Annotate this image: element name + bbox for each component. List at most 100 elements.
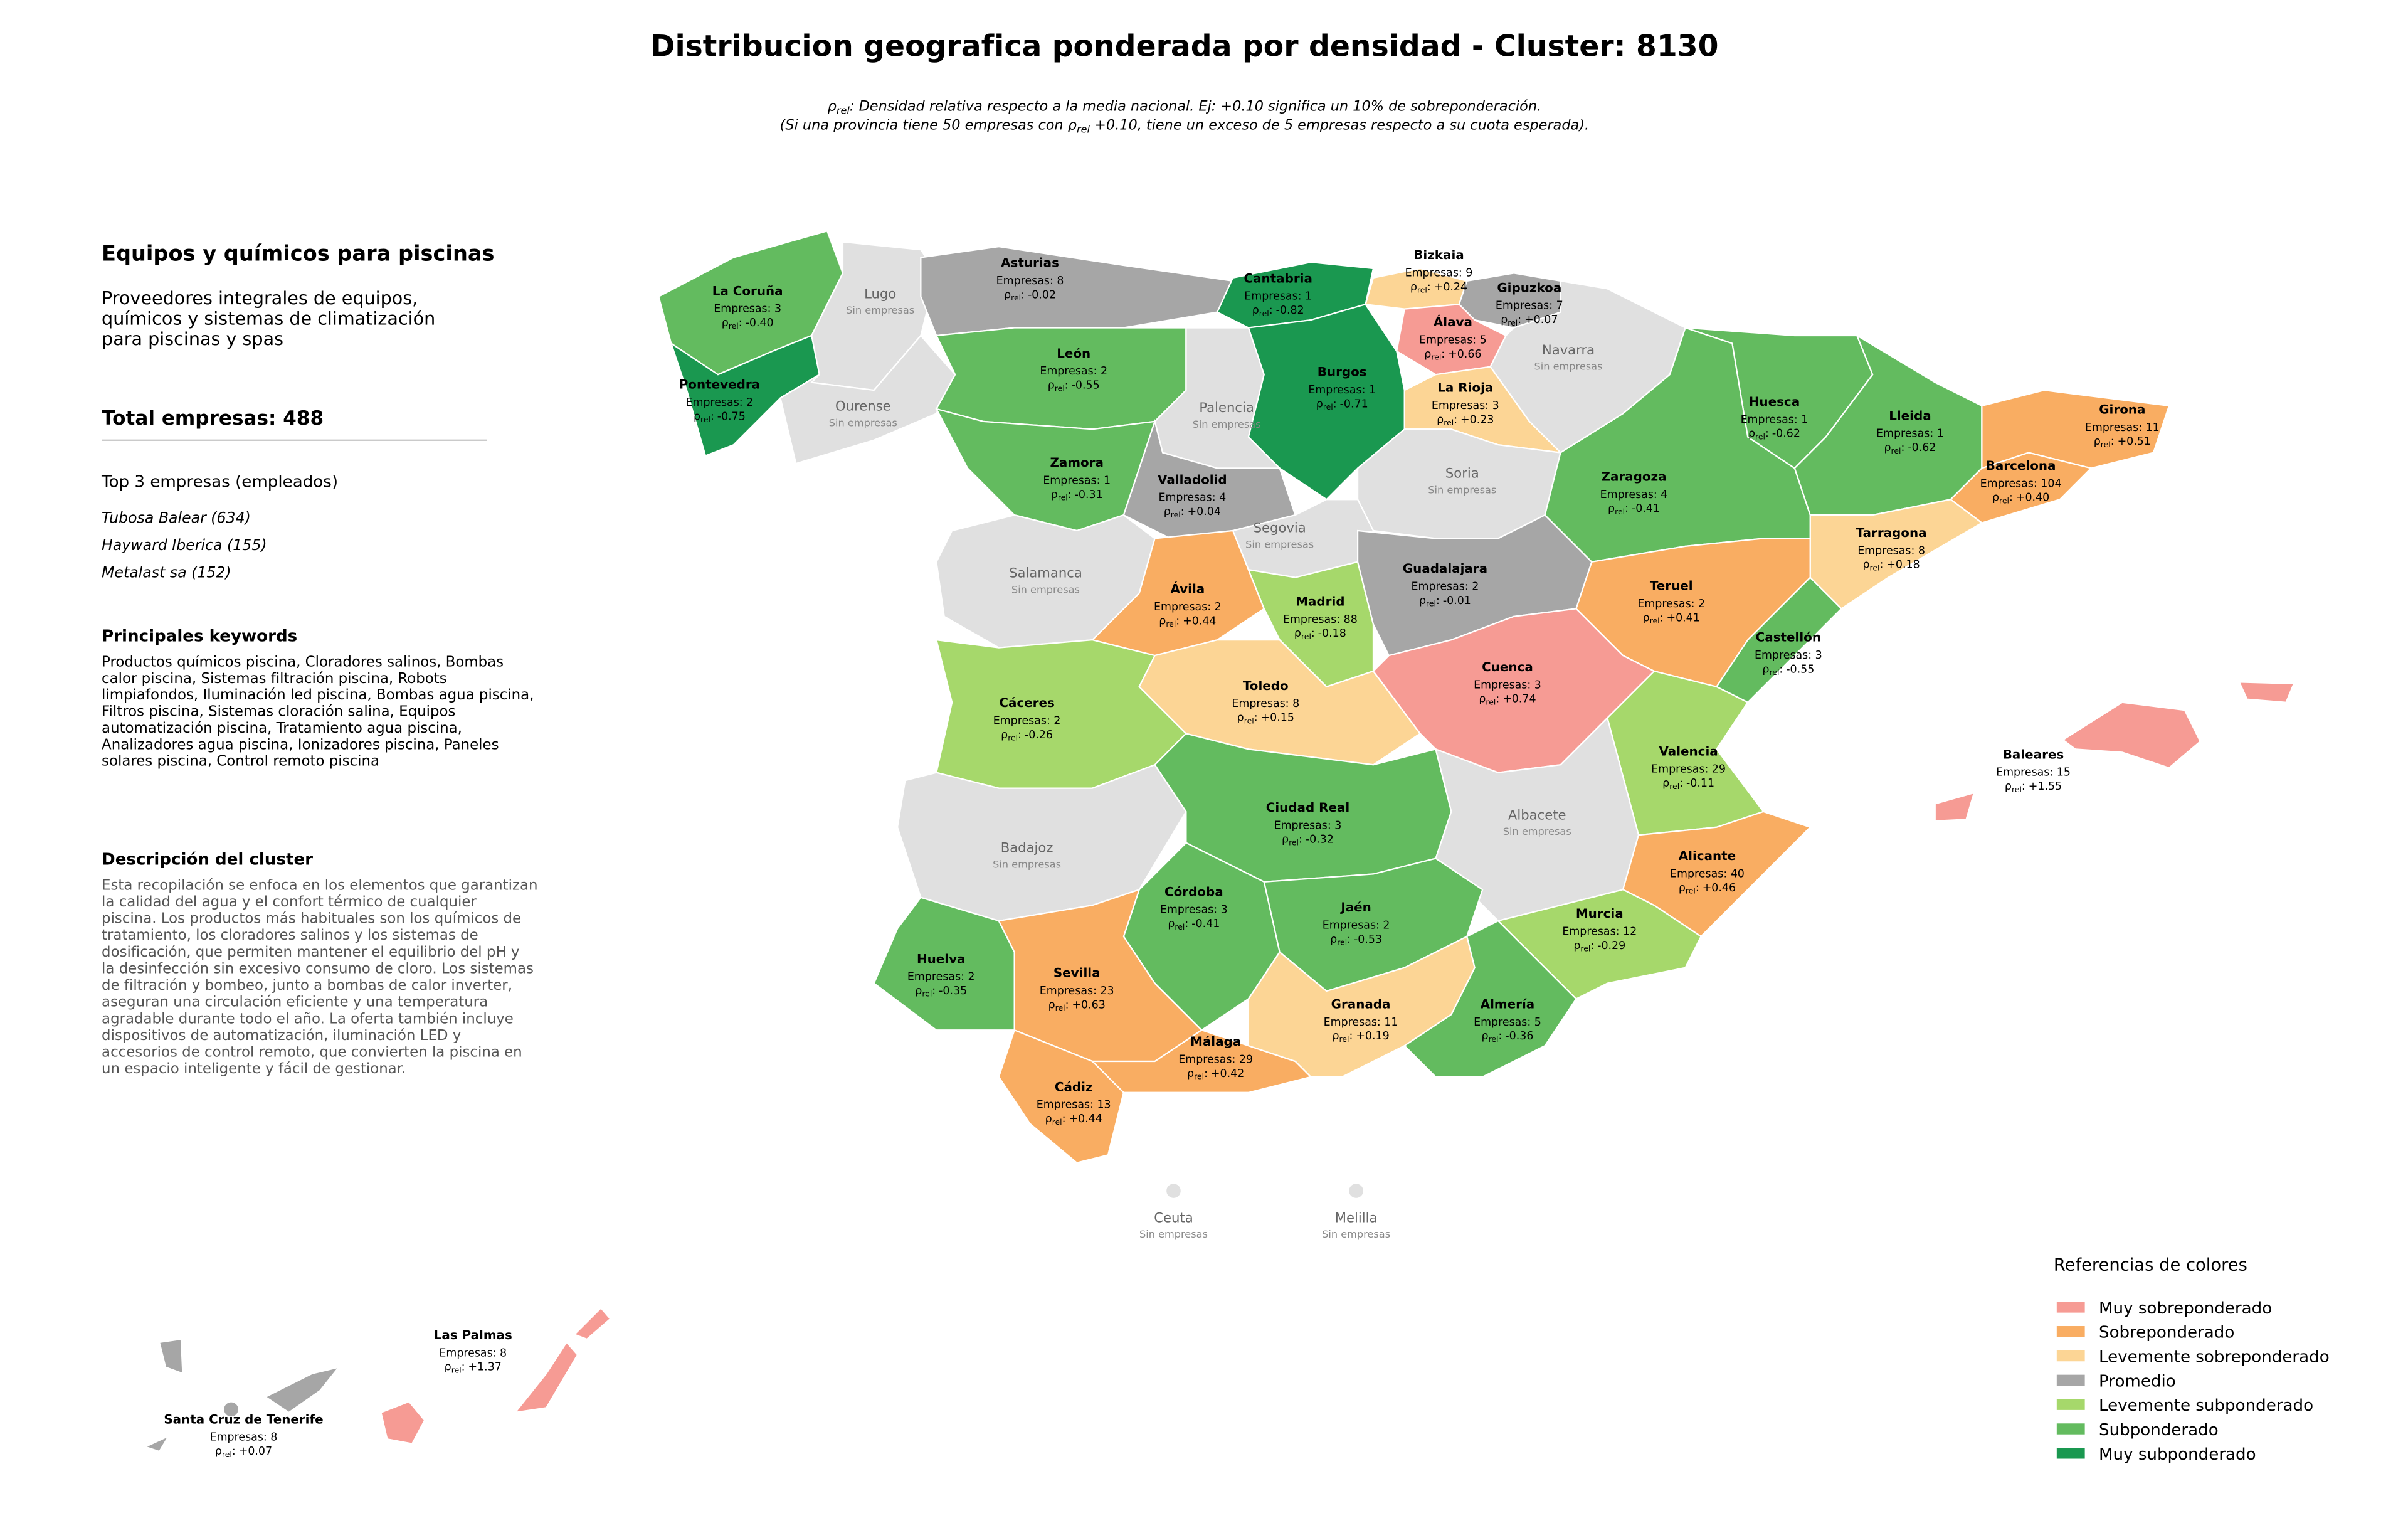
province-rho: ρrel: -0.62 (1884, 442, 1936, 455)
province-rho: ρrel: -0.53 (1330, 933, 1382, 947)
province-count: Empresas: 3 (1432, 400, 1499, 412)
sidebar: Equipos y químicos para piscinas Total e… (101, 241, 537, 1078)
province-count: Empresas: 3 (1755, 649, 1822, 662)
province-count: Empresas: 11 (1324, 1016, 1398, 1029)
rho-value: -0.01 (1443, 595, 1471, 607)
rho-symbol: ρ (1316, 398, 1323, 410)
rho-value: +0.44 (1183, 615, 1216, 627)
province-rho: ρrel: +0.74 (1479, 693, 1536, 707)
rho-sep: : (232, 1445, 236, 1458)
province-name: Valencia (1659, 744, 1718, 758)
rho-sub: rel (1259, 309, 1269, 318)
province-count: Empresas: 2 (686, 396, 754, 409)
rho-sub: rel (222, 1450, 232, 1459)
rho-sep: : (1901, 442, 1904, 454)
province-count: Empresas: 29 (1651, 763, 1726, 776)
province-rho: ρrel: -0.55 (1762, 663, 1814, 677)
province-shape (920, 246, 1234, 337)
legend-swatch (2056, 1326, 2085, 1337)
rho-symbol: ρ (722, 317, 729, 329)
province-name: Salamanca (1009, 565, 1082, 581)
rho-sub: rel (1171, 510, 1181, 519)
province-shape (1164, 1182, 1183, 1200)
rho-value: -0.18 (1318, 627, 1346, 640)
legend-swatch (2056, 1399, 2085, 1410)
province-name: Almería (1481, 997, 1534, 1011)
rho-sub: rel (1055, 1003, 1065, 1012)
rho-sep: : (1590, 940, 1594, 952)
province-name: León (1057, 346, 1090, 361)
cluster-line: tratamiento, los cloradores salinos y lo… (102, 927, 478, 943)
rho-sub: rel (452, 1365, 462, 1374)
rho-sep: : (1021, 289, 1025, 301)
rho-symbol: ρ (1332, 1030, 1339, 1043)
rho-symbol: ρ (1662, 777, 1669, 790)
province-shape (1403, 920, 1577, 1078)
province-rho: ρrel: +0.19 (1332, 1030, 1389, 1044)
cluster-line: Esta recopilación se enfoca en los eleme… (102, 877, 537, 893)
province-count: Empresas: 2 (1040, 365, 1107, 378)
legend-swatch (2056, 1350, 2085, 1362)
rho-symbol: ρ (1048, 379, 1055, 392)
province-name: Cuenca (1482, 660, 1533, 674)
rho-sep: : (1879, 559, 1883, 571)
province-status: Sin empresas (1322, 1228, 1390, 1240)
legend-swatch (2056, 1448, 2085, 1459)
province-rho: ρrel: +0.07 (215, 1445, 272, 1459)
rho-sub: rel (1301, 632, 1311, 641)
rho-value: -0.41 (1632, 502, 1660, 515)
rho-value: +0.04 (1188, 506, 1221, 518)
province-name: Lugo (864, 285, 896, 301)
rho-symbol: ρ (1479, 693, 1486, 706)
province-name: Burgos (1318, 365, 1367, 379)
province-rho: ρrel: -0.02 (1004, 289, 1056, 302)
rho-sep: : (1518, 314, 1521, 326)
cluster-line: aseguran una circulación eficiente y una… (102, 994, 488, 1011)
keywords-title: Principales keywords (102, 627, 297, 646)
province-shape (264, 1366, 341, 1414)
keywords-line: limpiafondos, Iluminación led piscina, B… (102, 687, 534, 703)
keywords-line: Filtros piscina, Sistemas cloración sali… (102, 704, 455, 720)
province-count: Empresas: 2 (1323, 920, 1390, 932)
province-count: Empresas: 88 (1283, 613, 1358, 626)
rho-value: -0.40 (746, 317, 774, 329)
rho-sep: : (1062, 1113, 1066, 1125)
rho-sub: rel (1669, 782, 1679, 791)
rho-sep: : (1065, 379, 1069, 392)
province-name: Gipuzkoa (1497, 280, 1561, 295)
province-shape (2238, 681, 2295, 703)
rho-sep: : (1496, 693, 1499, 706)
province-shape (223, 1401, 240, 1418)
provinces (143, 230, 2295, 1453)
rho-sep: : (1427, 281, 1431, 294)
province-rho: ρrel: +0.51 (2094, 435, 2151, 449)
rho-value: -0.82 (1276, 304, 1304, 317)
province-name: Sevilla (1054, 966, 1101, 980)
province-rho: ρrel: +1.37 (445, 1361, 502, 1375)
rho-sub: rel (1166, 619, 1176, 629)
province-count: Empresas: 3 (1160, 904, 1228, 916)
title: Distribucion geografica ponderada por de… (650, 29, 1718, 64)
rho-sep: : (2022, 780, 2025, 793)
province-count: Empresas: 9 (1405, 267, 1473, 279)
rho-sep: : (1176, 615, 1180, 627)
province-name: Segovia (1254, 519, 1306, 535)
province-rho: ρrel: +0.41 (1643, 612, 1700, 625)
cluster-title: Descripción del cluster (102, 850, 313, 869)
legend-label: Muy subponderado (2099, 1445, 2256, 1464)
province-status: Sin empresas (1428, 484, 1496, 496)
rho-symbol: ρ (1501, 314, 1508, 326)
legend-swatch (2056, 1423, 2085, 1435)
province-count: Empresas: 1 (1043, 474, 1111, 487)
province-shape (935, 639, 1187, 789)
rho-sub: rel (1244, 716, 1254, 725)
subtitle-symbol: ρ (828, 98, 837, 115)
province-name: Guadalajara (1403, 561, 1487, 576)
keywords-line: Analizadores agua piscina, Ionizadores p… (102, 736, 499, 753)
keywords-line: automatización piscina, Tratamiento agua… (102, 720, 462, 736)
province-name: Teruel (1650, 579, 1693, 593)
province-name: Cádiz (1055, 1080, 1093, 1094)
province-name: Melilla (1335, 1209, 1378, 1225)
province-count: Empresas: 8 (996, 275, 1064, 287)
province-count: Empresas: 1 (1308, 384, 1376, 396)
